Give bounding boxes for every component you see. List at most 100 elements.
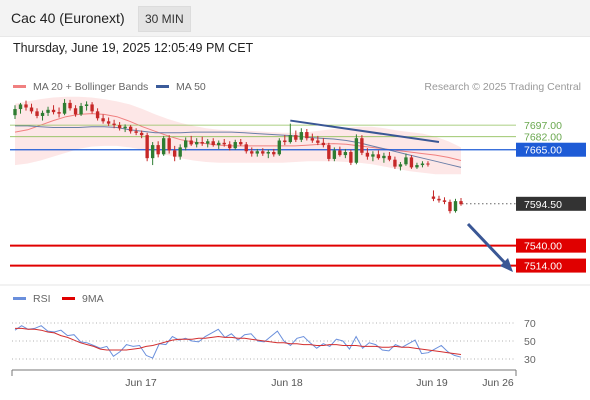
rsi-legend-label: RSI <box>33 293 51 305</box>
candle-body <box>431 196 436 199</box>
candle-body <box>305 132 309 139</box>
candle-body <box>420 163 425 166</box>
candle-body <box>371 154 375 157</box>
candle-body <box>239 142 243 145</box>
candle-body <box>117 125 122 129</box>
pivot-label-box <box>516 142 586 157</box>
legend-swatch <box>156 85 169 88</box>
candle-body <box>404 157 408 165</box>
candle-body <box>277 140 281 155</box>
candle-body <box>222 142 226 145</box>
x-tick-label: Jun 17 <box>125 377 157 389</box>
candle-body <box>365 152 370 157</box>
candle-body <box>139 132 144 136</box>
chart-datetime: Thursday, June 19, 2025 12:05:49 PM CET <box>13 41 254 55</box>
x-tick-label: Jun 18 <box>271 377 303 389</box>
candle-body <box>172 150 177 157</box>
candle-body <box>415 165 419 168</box>
candle-body <box>46 109 50 113</box>
candle-body <box>178 147 182 157</box>
candle-body <box>13 109 17 116</box>
candle-body <box>244 144 248 152</box>
candle-body <box>283 140 287 143</box>
candle-body <box>40 112 45 116</box>
candle-body <box>167 138 171 151</box>
candle-body <box>354 138 359 163</box>
candle-body <box>156 145 160 155</box>
candle-body <box>68 102 72 109</box>
candle-body <box>79 105 83 115</box>
candle-body <box>310 138 315 141</box>
candle-body <box>338 150 342 156</box>
x-tick-label: Jun 26 <box>482 377 514 389</box>
forecast-arrowhead <box>500 258 513 272</box>
forecast-arrow <box>466 222 508 266</box>
candle-body <box>294 135 298 140</box>
rsi-line <box>14 325 462 359</box>
legend-label: MA 20 + Bollinger Bands <box>33 81 148 93</box>
candle-body <box>161 138 166 155</box>
legend-swatch <box>13 85 26 88</box>
candle-body <box>57 112 61 114</box>
candle-body <box>409 157 414 168</box>
candle-body <box>184 140 188 148</box>
candle-body <box>206 141 210 144</box>
candle-body <box>382 155 386 159</box>
candle-body <box>217 142 221 146</box>
candle-body <box>426 163 430 165</box>
candle-body <box>134 131 138 133</box>
candle-body <box>437 198 441 201</box>
candle-body <box>316 140 320 143</box>
candle-body <box>62 102 67 114</box>
rsi-tick-label: 30 <box>524 354 536 366</box>
candle-body <box>272 152 276 155</box>
candle-body <box>228 144 232 149</box>
candle-body <box>51 109 56 113</box>
support-label-box <box>516 238 586 253</box>
candle-body <box>123 126 127 129</box>
candle-body <box>150 145 155 159</box>
candle-body <box>453 201 458 212</box>
credit-text: Research © 2025 Trading Central <box>424 81 581 93</box>
candle-body <box>112 123 116 126</box>
candle-body <box>321 142 326 146</box>
candle-body <box>376 154 381 159</box>
candle-body <box>29 107 34 112</box>
candle-body <box>398 164 403 167</box>
rsi-legend-label: 9MA <box>82 293 104 305</box>
candle-body <box>387 155 392 160</box>
candle-body <box>101 118 105 122</box>
rsi-tick-label: 70 <box>524 318 536 330</box>
candle-body <box>211 141 215 146</box>
candle-body <box>288 135 292 143</box>
candle-body <box>327 145 331 159</box>
candle-body <box>35 111 39 116</box>
last-price-box <box>516 196 586 211</box>
candle-body <box>332 150 337 159</box>
candle-body <box>84 104 89 106</box>
interval-badge[interactable]: 30 MIN <box>138 6 191 32</box>
rsi-legend-swatch <box>13 297 26 300</box>
candle-body <box>73 108 78 115</box>
candle-body <box>393 159 397 167</box>
candle-body <box>145 135 149 159</box>
candle-body <box>200 142 204 144</box>
trend-line <box>290 119 440 144</box>
last-price-label: 7594.50 <box>524 199 562 211</box>
candle-body <box>250 151 254 154</box>
pivot-label: 7665.00 <box>524 145 562 157</box>
candle-body <box>233 142 237 149</box>
resistance-label: 7682.00 <box>524 132 562 144</box>
x-tick-label: Jun 19 <box>416 377 448 389</box>
candle-body <box>106 121 111 124</box>
legend-label: MA 50 <box>176 81 206 93</box>
header-bar: Cac 40 (Euronext) 30 MIN <box>0 0 590 37</box>
support-label: 7540.00 <box>524 241 562 253</box>
candle-body <box>95 111 100 119</box>
candle-body <box>448 201 452 212</box>
candle-body <box>261 151 265 154</box>
rsi-legend-swatch <box>62 297 75 300</box>
rsi-ma9-line <box>15 327 462 355</box>
candle-body <box>299 132 304 140</box>
